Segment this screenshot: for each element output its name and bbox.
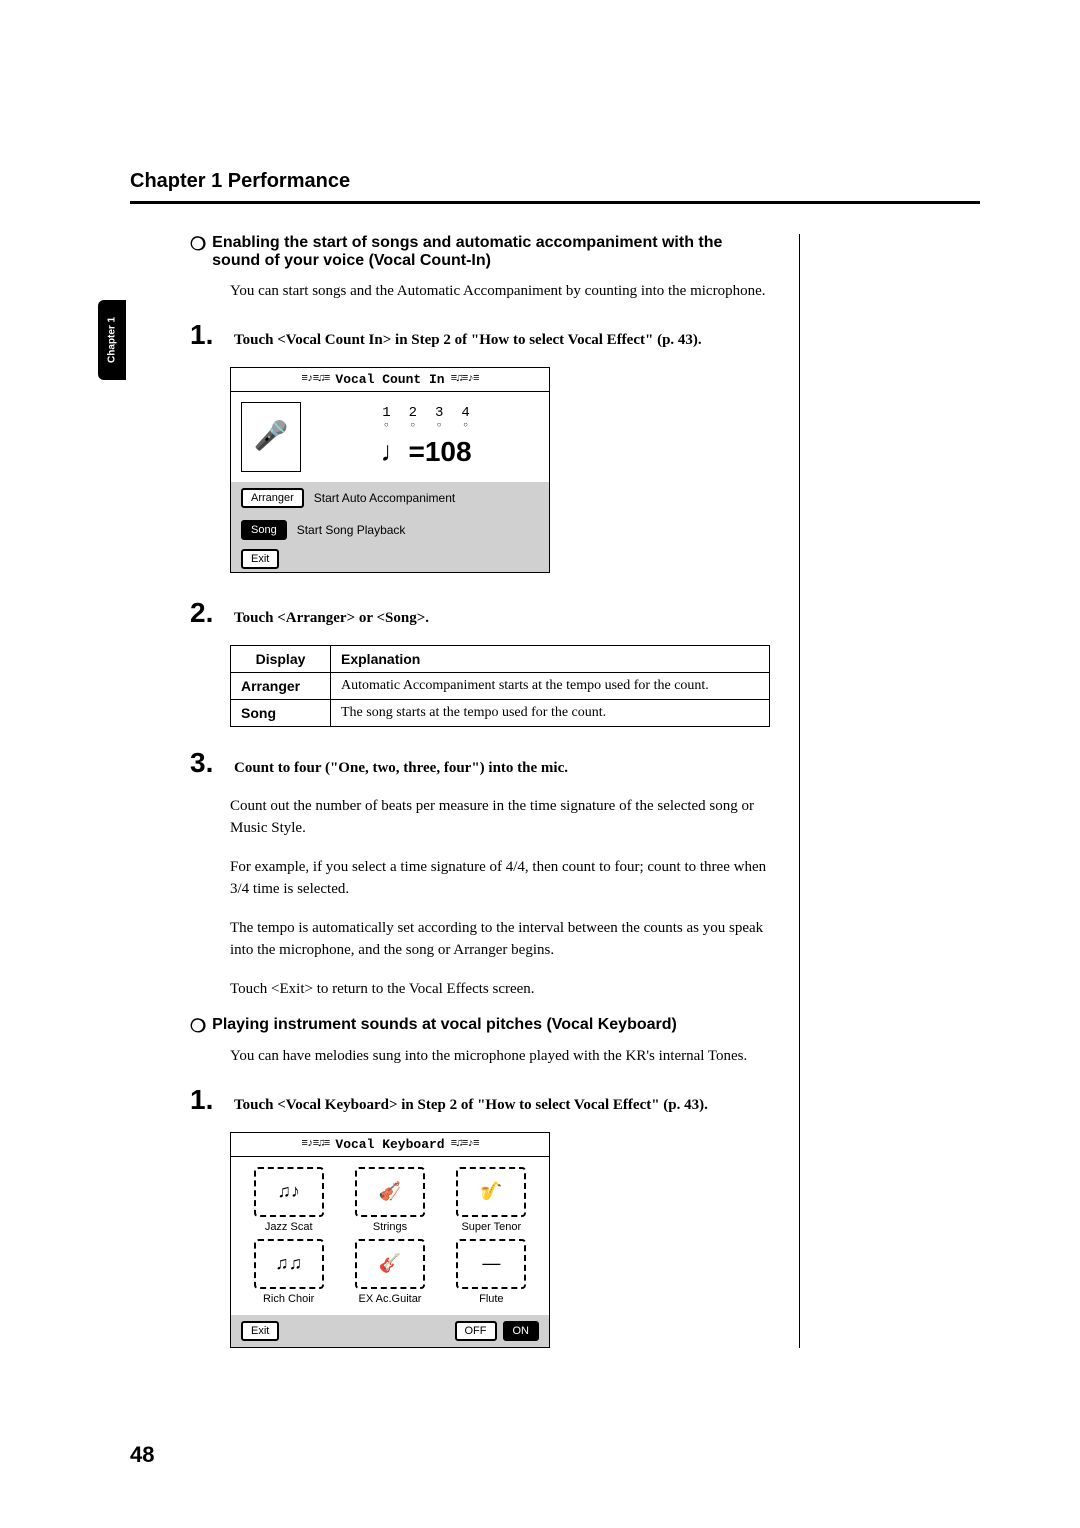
table-header-explanation: Explanation [331, 645, 770, 672]
table-cell: Song [231, 699, 331, 726]
flute-icon: — [456, 1239, 526, 1289]
song-button[interactable]: Song [241, 520, 287, 540]
count-4: 4 [461, 405, 469, 421]
jazz-scat-icon: ♫♪ [254, 1167, 324, 1217]
section1-heading: ❍ Enabling the start of songs and automa… [190, 234, 769, 270]
music-deco-icon: ≡♪≡♫≡ [301, 1138, 329, 1150]
step3-number: 3. [190, 747, 224, 779]
off-button[interactable]: OFF [455, 1321, 497, 1341]
side-tab: Chapter 1 [98, 300, 126, 380]
rich-choir-icon: ♫♫ [254, 1239, 324, 1289]
step3-para1: Count out the number of beats per measur… [230, 795, 769, 840]
strings-icon: 🎻 [355, 1167, 425, 1217]
tone-strings[interactable]: 🎻 Strings [342, 1167, 437, 1233]
table-row: Song The song starts at the tempo used f… [231, 699, 770, 726]
music-deco-icon: ≡♫≡♪≡ [451, 1138, 479, 1150]
s2-step1-text: Touch <Vocal Keyboard> in Step 2 of "How… [234, 1095, 769, 1116]
tone-ex-ac-guitar[interactable]: 🎸 EX Ac.Guitar [342, 1239, 437, 1305]
bullet-circle-icon: ❍ [190, 235, 206, 253]
tempo-value: 108 [425, 436, 472, 467]
section1-intro: You can start songs and the Automatic Ac… [230, 280, 769, 303]
step2-text: Touch <Arranger> or <Song>. [234, 608, 769, 629]
tone-label: Flute [444, 1293, 539, 1305]
tone-rich-choir[interactable]: ♫♫ Rich Choir [241, 1239, 336, 1305]
super-tenor-icon: 🎷 [456, 1167, 526, 1217]
step1-text: Touch <Vocal Count In> in Step 2 of "How… [234, 330, 769, 351]
count-3: 3 [435, 405, 443, 421]
table-cell: Arranger [231, 672, 331, 699]
bullet-circle-icon: ❍ [190, 1017, 206, 1035]
arranger-label: Start Auto Accompaniment [314, 491, 455, 505]
section2-intro: You can have melodies sung into the micr… [230, 1045, 769, 1068]
tone-label: Super Tenor [444, 1221, 539, 1233]
table-row: Arranger Automatic Accompaniment starts … [231, 672, 770, 699]
table-header-display: Display [231, 645, 331, 672]
step3-text: Count to four ("One, two, three, four") … [234, 758, 769, 779]
divider [130, 201, 980, 204]
tone-label: EX Ac.Guitar [342, 1293, 437, 1305]
exit-button-2[interactable]: Exit [241, 1321, 279, 1341]
table-cell: Automatic Accompaniment starts at the te… [331, 672, 770, 699]
tone-label: Jazz Scat [241, 1221, 336, 1233]
vocal-keyboard-screenshot: ≡♪≡♫≡ Vocal Keyboard ≡♫≡♪≡ ♫♪ Jazz Scat … [230, 1132, 550, 1348]
tone-label: Strings [342, 1221, 437, 1233]
section2-heading-text: Playing instrument sounds at vocal pitch… [212, 1016, 677, 1034]
section1-heading-text: Enabling the start of songs and automati… [212, 234, 769, 270]
exit-button[interactable]: Exit [241, 549, 279, 569]
tone-label: Rich Choir [241, 1293, 336, 1305]
section2-heading: ❍ Playing instrument sounds at vocal pit… [190, 1016, 769, 1035]
step3-para2: For example, if you select a time signat… [230, 856, 769, 901]
screenshot-title: Vocal Count In [335, 372, 444, 387]
guitar-icon: 🎸 [355, 1239, 425, 1289]
chapter-title: Chapter 1 Performance [130, 170, 980, 193]
arranger-button[interactable]: Arranger [241, 488, 304, 508]
step3-para3: The tempo is automatically set according… [230, 917, 769, 962]
s2-step1-number: 1. [190, 1084, 224, 1116]
explanation-table: Display Explanation Arranger Automatic A… [230, 645, 770, 727]
song-label: Start Song Playback [297, 523, 406, 537]
step2-number: 2. [190, 597, 224, 629]
tone-flute[interactable]: — Flute [444, 1239, 539, 1305]
on-button[interactable]: ON [503, 1321, 540, 1341]
music-deco-icon: ≡♪≡♫≡ [301, 373, 329, 385]
tone-jazz-scat[interactable]: ♫♪ Jazz Scat [241, 1167, 336, 1233]
microphone-icon: 🎤 [241, 402, 301, 472]
count-2: 2 [409, 405, 417, 421]
step1-number: 1. [190, 319, 224, 351]
tempo-prefix: ♩= [380, 436, 424, 467]
vocal-count-in-screenshot: ≡♪≡♫≡ Vocal Count In ≡♫≡♪≡ 🎤 1○ 2○ 3○ 4○… [230, 367, 550, 573]
step3-para4: Touch <Exit> to return to the Vocal Effe… [230, 978, 769, 1001]
count-1: 1 [382, 405, 390, 421]
table-cell: The song starts at the tempo used for th… [331, 699, 770, 726]
music-deco-icon: ≡♫≡♪≡ [451, 373, 479, 385]
screenshot2-title: Vocal Keyboard [335, 1137, 444, 1152]
tone-super-tenor[interactable]: 🎷 Super Tenor [444, 1167, 539, 1233]
page-number: 48 [130, 1442, 154, 1468]
